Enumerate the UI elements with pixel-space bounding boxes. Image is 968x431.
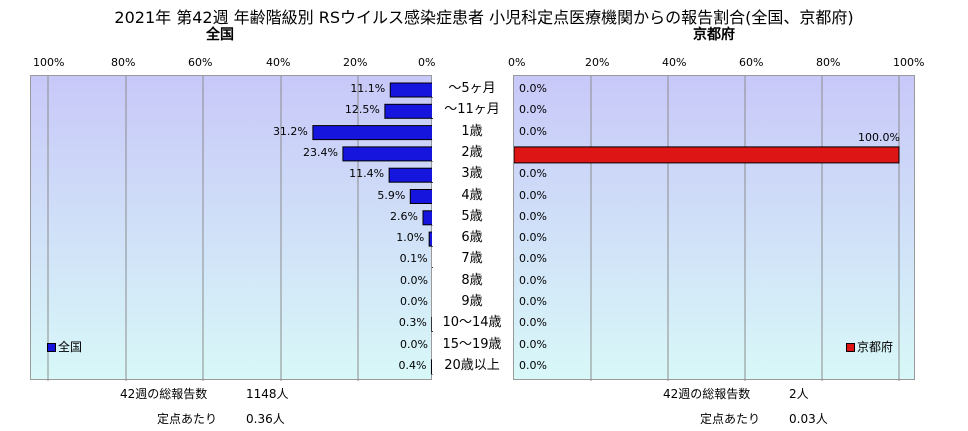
- kyoto-per-label: 定点あたり: [700, 412, 761, 426]
- national-value-label: 5.9%: [377, 188, 406, 202]
- national-value-label: 1.0%: [396, 231, 425, 245]
- kyoto-plot-svg: [514, 76, 900, 381]
- national-value-label: 11.4%: [349, 167, 385, 181]
- kyoto-value-label: 0.0%: [519, 316, 547, 330]
- national-bar: [389, 82, 433, 98]
- national-value-label: 12.5%: [344, 103, 380, 117]
- national-value-label: 0.0%: [400, 273, 428, 287]
- kyoto-value-label: 0.0%: [519, 337, 547, 351]
- kyoto-value-label: 0.0%: [519, 231, 547, 245]
- category-label: 8歳: [432, 272, 512, 289]
- national-value-label: 0.1%: [399, 252, 428, 266]
- national-per-value: 0.36人: [246, 412, 285, 426]
- national-per-label: 定点あたり: [157, 412, 218, 426]
- national-value-label: 0.0%: [400, 295, 428, 308]
- kyoto-bar: [514, 146, 900, 164]
- kyoto-value-label: 0.0%: [519, 209, 547, 223]
- category-label: 10～14歳: [432, 315, 512, 332]
- category-label: 1歳: [432, 123, 512, 140]
- kyoto-x-tick: 60%: [739, 56, 764, 69]
- chart-title: 2021年 第42週 年齢階級別 RSウイルス感染症患者 小児科定点医療機関から…: [114, 8, 854, 27]
- kyoto-x-tick: 20%: [585, 56, 610, 69]
- national-value-label: 0.4%: [398, 358, 427, 372]
- kyoto-value-label: 0.0%: [519, 124, 547, 138]
- kyoto-legend: 京都府: [846, 340, 893, 354]
- kyoto-value-label: 0.0%: [519, 358, 547, 372]
- kyoto-x-tick: 100%: [893, 56, 925, 69]
- kyoto-subtitle: 京都府: [693, 27, 735, 43]
- kyoto-per-value: 0.03人: [789, 412, 828, 426]
- kyoto-total-value: 2人: [789, 387, 809, 401]
- category-label: 2歳: [432, 144, 512, 161]
- national-plot-svg: [47, 76, 433, 381]
- national-subtitle: 全国: [206, 27, 234, 43]
- category-label: 15～19歳: [432, 336, 512, 353]
- kyoto-value-label: 0.0%: [519, 295, 547, 308]
- national-bar: [312, 125, 433, 141]
- national-x-tick: 60%: [188, 56, 213, 69]
- kyoto-total-label: 42週の総報告数: [663, 387, 751, 401]
- kyoto-value-label: 100.0%: [858, 130, 900, 144]
- national-value-label: 2.6%: [390, 209, 418, 223]
- national-value-label: 11.1%: [350, 82, 386, 95]
- national-bar: [388, 167, 433, 183]
- category-label: 3歳: [432, 166, 512, 183]
- national-value-label: 23.4%: [302, 145, 338, 159]
- category-label: ～5ヶ月: [432, 81, 512, 97]
- kyoto-x-tick: 40%: [662, 56, 687, 69]
- national-bar: [384, 103, 433, 119]
- category-label: 4歳: [432, 187, 512, 204]
- kyoto-value-label: 0.0%: [519, 252, 547, 266]
- kyoto-value-label: 0.0%: [519, 82, 547, 95]
- kyoto-value-label: 0.0%: [519, 273, 547, 287]
- national-bar: [409, 189, 433, 204]
- national-legend-swatch: [47, 343, 56, 352]
- category-label: 5歳: [432, 208, 512, 225]
- national-x-tick: 20%: [343, 56, 368, 69]
- national-total-value: 1148人: [246, 387, 289, 401]
- national-value-label: 0.3%: [398, 316, 427, 330]
- category-label: 20歳以上: [432, 357, 512, 374]
- national-x-tick: 0%: [418, 56, 436, 69]
- national-legend-label: 全国: [58, 340, 83, 354]
- kyoto-plot-area: [513, 75, 915, 381]
- kyoto-legend-label: 京都府: [857, 340, 894, 354]
- national-plot-area: [30, 75, 433, 381]
- kyoto-value-label: 0.0%: [519, 103, 547, 117]
- national-legend: 全国: [47, 340, 82, 354]
- kyoto-value-label: 0.0%: [519, 167, 547, 181]
- national-x-tick: 40%: [266, 56, 291, 69]
- national-x-tick: 80%: [111, 56, 136, 69]
- category-label: 9歳: [432, 294, 512, 310]
- national-bar: [342, 146, 433, 162]
- national-value-label: 0.0%: [400, 337, 428, 351]
- national-value-label: 31.2%: [272, 124, 308, 138]
- kyoto-x-tick: 80%: [816, 56, 841, 69]
- kyoto-x-tick: 0%: [508, 56, 526, 69]
- kyoto-legend-swatch: [846, 343, 855, 352]
- national-x-tick: 100%: [33, 56, 65, 69]
- kyoto-value-label: 0.0%: [519, 188, 547, 202]
- category-label: 7歳: [432, 251, 512, 268]
- category-label: ～11ヶ月: [432, 102, 512, 119]
- category-label: 6歳: [432, 230, 512, 247]
- national-total-label: 42週の総報告数: [120, 387, 208, 401]
